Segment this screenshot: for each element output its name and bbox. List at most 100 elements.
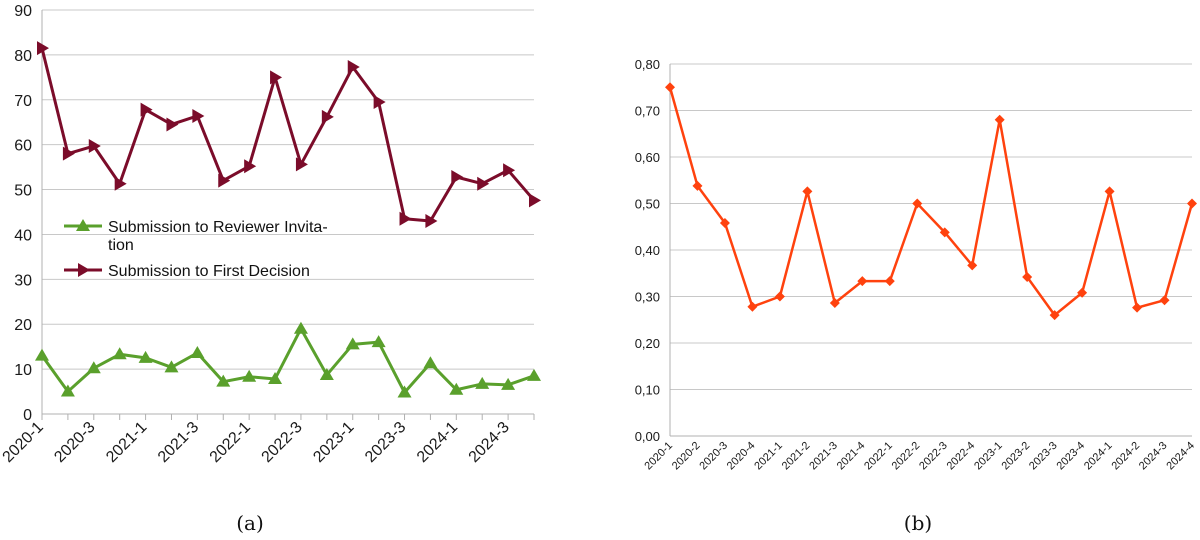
y-tick-label: 20 xyxy=(14,317,32,334)
x-tick-label: 2021-4 xyxy=(835,440,868,473)
x-tick-label: 2022-3 xyxy=(259,419,306,466)
data-point xyxy=(293,321,308,334)
y-tick-label: 0 xyxy=(23,407,32,424)
data-point xyxy=(857,276,868,287)
y-tick-label: 90 xyxy=(14,3,32,20)
data-point xyxy=(719,218,730,229)
x-tick-label: 2022-2 xyxy=(890,440,923,473)
data-point xyxy=(1077,287,1088,298)
data-point xyxy=(1049,310,1060,321)
data-point xyxy=(399,211,412,226)
data-point xyxy=(319,367,334,380)
data-point xyxy=(35,348,49,361)
data-point xyxy=(529,193,541,208)
data-point xyxy=(112,347,127,360)
x-tick-label: 2020-2 xyxy=(670,440,703,473)
data-point xyxy=(371,335,386,348)
x-tick-label: 2023-1 xyxy=(972,440,1005,473)
data-point xyxy=(192,108,205,123)
y-tick-label: 0,60 xyxy=(635,150,660,165)
x-tick-label: 2021-3 xyxy=(155,419,202,466)
caption-b: (b) xyxy=(904,511,932,535)
x-tick-label: 2024-3 xyxy=(1137,440,1170,473)
x-tick-label: 2022-1 xyxy=(207,419,254,466)
x-tick-label: 2024-4 xyxy=(1164,440,1197,473)
data-point xyxy=(527,368,541,381)
x-tick-label: 2024-1 xyxy=(1082,440,1115,473)
y-tick-label: 0,40 xyxy=(635,243,660,258)
data-point xyxy=(88,139,101,154)
data-point xyxy=(747,301,758,312)
data-point xyxy=(451,169,464,184)
y-tick-label: 0,50 xyxy=(635,197,660,212)
x-tick-label: 2022-4 xyxy=(945,440,978,473)
x-tick-label: 2021-3 xyxy=(807,440,840,473)
data-point xyxy=(1132,302,1143,313)
x-tick-label: 2024-1 xyxy=(414,419,461,466)
data-point xyxy=(244,159,257,174)
x-tick-label: 2024-3 xyxy=(466,419,513,466)
data-point xyxy=(774,291,785,302)
data-point xyxy=(345,337,360,350)
y-tick-label: 0,70 xyxy=(635,104,660,119)
data-point xyxy=(62,146,75,161)
data-point xyxy=(939,227,950,238)
data-point xyxy=(425,213,438,228)
series-line-2 xyxy=(40,47,536,223)
data-point xyxy=(1187,198,1197,209)
y-tick-label: 60 xyxy=(14,138,32,155)
data-point xyxy=(114,176,127,191)
data-point xyxy=(884,276,895,287)
data-point xyxy=(242,369,257,382)
y-tick-label: 50 xyxy=(14,183,32,200)
legend-label: tion xyxy=(108,237,134,254)
data-point xyxy=(994,114,1005,125)
data-point xyxy=(423,356,438,369)
data-point xyxy=(1022,271,1033,282)
series-line-1 xyxy=(40,327,535,394)
y-tick-label: 0,30 xyxy=(635,290,660,305)
data-point xyxy=(967,260,978,271)
data-point xyxy=(503,163,516,178)
data-point xyxy=(397,385,412,398)
y-tick-label: 0,10 xyxy=(635,383,660,398)
y-tick-label: 80 xyxy=(14,48,32,65)
data-point xyxy=(665,82,675,93)
data-point xyxy=(373,95,386,110)
data-point xyxy=(216,374,231,387)
data-point xyxy=(268,371,283,384)
y-tick-label: 70 xyxy=(14,93,32,110)
data-point xyxy=(140,102,153,117)
chart-b: 0,00 0,10 0,20 0,30 0,40 0,50 0,60 0,70 0,80 2020… xyxy=(635,57,1197,535)
x-tick-label: 2022-1 xyxy=(862,440,895,473)
data-point xyxy=(1159,295,1170,306)
y-tick-label: 0,00 xyxy=(635,429,660,444)
x-tick-label: 2020-4 xyxy=(725,440,758,473)
data-point xyxy=(60,384,75,397)
series-line xyxy=(668,86,1194,317)
data-point xyxy=(166,117,179,132)
y-tick-label: 10 xyxy=(14,362,32,379)
legend-label: Submission to Reviewer Invita- xyxy=(108,219,328,236)
x-tick-label: 2020-1 xyxy=(642,440,675,473)
x-tick-label: 2024-2 xyxy=(1109,440,1142,473)
data-point xyxy=(321,109,334,124)
data-point xyxy=(1104,186,1115,197)
data-point xyxy=(347,60,360,75)
x-tick-label: 2020-1 xyxy=(0,419,47,466)
caption-a: (a) xyxy=(236,511,264,535)
x-tick-label: 2023-3 xyxy=(362,419,409,466)
x-tick-label: 2023-4 xyxy=(1055,440,1088,473)
x-tick-label: 2022-3 xyxy=(917,440,950,473)
data-point xyxy=(802,186,813,197)
x-tick-label: 2023-1 xyxy=(310,419,357,466)
data-point xyxy=(501,377,516,390)
y-tick-label: 0,20 xyxy=(635,336,660,351)
legend-marker xyxy=(76,219,90,231)
data-point xyxy=(475,376,490,389)
data-point xyxy=(829,298,840,309)
legend-marker xyxy=(78,263,90,277)
x-tick-label: 2020-3 xyxy=(697,440,730,473)
